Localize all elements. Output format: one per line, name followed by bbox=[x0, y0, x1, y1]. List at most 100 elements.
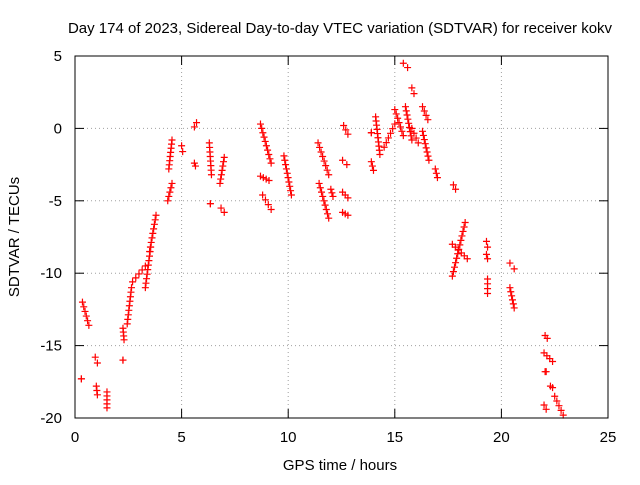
y-tick-label: -10 bbox=[40, 265, 62, 282]
data-point bbox=[399, 59, 407, 67]
data-point bbox=[321, 201, 329, 209]
data-point bbox=[152, 211, 160, 219]
data-point bbox=[367, 129, 375, 137]
data-point bbox=[408, 124, 416, 132]
data-point bbox=[459, 227, 467, 235]
data-point bbox=[190, 123, 198, 131]
data-point bbox=[452, 259, 460, 267]
data-point bbox=[168, 136, 176, 144]
data-point bbox=[217, 204, 225, 212]
data-point bbox=[147, 238, 155, 246]
data-point bbox=[285, 178, 293, 186]
data-point bbox=[405, 119, 413, 127]
data-point bbox=[265, 150, 273, 158]
x-axis-label: GPS time / hours bbox=[283, 457, 397, 474]
data-point bbox=[220, 158, 228, 166]
data-point bbox=[461, 219, 469, 227]
data-point bbox=[323, 166, 331, 174]
data-point bbox=[207, 171, 215, 179]
data-point bbox=[433, 174, 441, 182]
data-point bbox=[460, 223, 468, 231]
data-point bbox=[258, 124, 266, 132]
data-point bbox=[261, 137, 269, 145]
data-point bbox=[389, 125, 397, 133]
data-point bbox=[344, 194, 352, 202]
data-point bbox=[80, 303, 88, 311]
data-point bbox=[396, 123, 404, 131]
data-point bbox=[93, 391, 101, 399]
data-point bbox=[281, 156, 289, 164]
data-point bbox=[260, 133, 268, 141]
y-axis-label: SDTVAR / TECUs bbox=[6, 177, 23, 297]
data-point bbox=[282, 165, 290, 173]
data-point bbox=[287, 191, 295, 199]
data-point bbox=[264, 201, 272, 209]
data-points bbox=[77, 59, 567, 419]
data-point bbox=[266, 155, 274, 163]
data-point bbox=[220, 208, 228, 216]
data-point bbox=[540, 401, 548, 409]
data-point bbox=[449, 268, 457, 276]
data-point bbox=[119, 356, 127, 364]
data-point bbox=[484, 243, 492, 251]
data-point bbox=[484, 255, 492, 263]
data-point bbox=[456, 241, 464, 249]
data-point bbox=[325, 214, 333, 222]
data-point bbox=[150, 220, 158, 228]
data-point bbox=[482, 250, 490, 258]
data-point bbox=[391, 106, 399, 114]
x-tick-label: 5 bbox=[177, 429, 185, 446]
data-point bbox=[510, 304, 518, 312]
data-point bbox=[419, 103, 427, 111]
data-point bbox=[320, 197, 328, 205]
data-point bbox=[317, 148, 325, 156]
data-point bbox=[146, 247, 154, 255]
data-point bbox=[220, 153, 228, 161]
x-tick-label: 0 bbox=[71, 429, 79, 446]
data-point bbox=[78, 298, 86, 306]
data-point bbox=[265, 177, 273, 185]
data-point bbox=[344, 130, 352, 138]
data-point bbox=[420, 107, 428, 115]
data-point bbox=[150, 225, 158, 233]
data-point bbox=[319, 153, 327, 161]
data-point bbox=[394, 114, 402, 122]
data-point bbox=[549, 358, 557, 366]
data-point bbox=[132, 274, 140, 282]
data-point bbox=[344, 211, 352, 219]
data-point bbox=[343, 161, 351, 169]
data-point bbox=[82, 312, 90, 320]
data-point bbox=[380, 143, 388, 151]
data-point bbox=[414, 139, 422, 147]
data-point bbox=[507, 288, 515, 296]
plot-frame bbox=[74, 55, 609, 419]
data-point bbox=[425, 156, 433, 164]
data-point bbox=[129, 278, 137, 286]
data-point bbox=[391, 120, 399, 128]
data-point bbox=[399, 132, 407, 140]
data-point bbox=[450, 263, 458, 271]
data-point bbox=[84, 317, 92, 325]
data-point bbox=[259, 129, 267, 137]
data-point bbox=[261, 196, 269, 204]
data-point bbox=[368, 162, 376, 170]
data-point bbox=[267, 159, 275, 167]
data-point bbox=[367, 158, 375, 166]
data-point bbox=[404, 115, 412, 123]
data-point bbox=[217, 175, 225, 183]
data-point bbox=[322, 162, 330, 170]
data-point bbox=[287, 187, 295, 195]
data-point bbox=[392, 110, 400, 118]
data-point bbox=[191, 162, 199, 170]
data-point bbox=[402, 107, 410, 115]
data-point bbox=[422, 111, 430, 119]
data-point bbox=[508, 292, 516, 300]
data-point bbox=[178, 142, 186, 150]
data-point bbox=[217, 171, 225, 179]
data-point bbox=[81, 307, 89, 315]
data-point bbox=[423, 148, 431, 156]
grid bbox=[75, 56, 608, 418]
x-tick-label: 10 bbox=[280, 429, 297, 446]
data-point bbox=[506, 284, 514, 292]
